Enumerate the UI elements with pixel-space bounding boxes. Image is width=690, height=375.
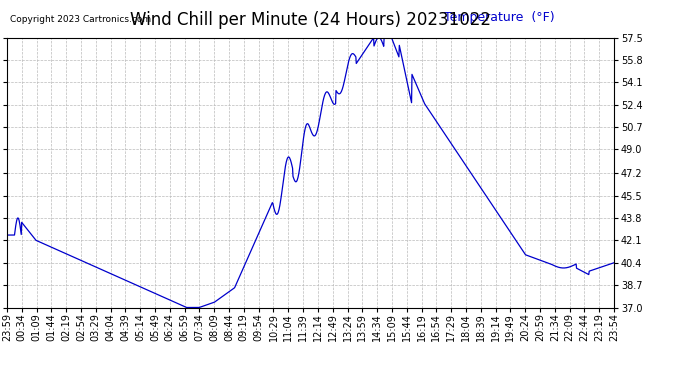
Text: Copyright 2023 Cartronics.com: Copyright 2023 Cartronics.com <box>10 15 151 24</box>
Text: Wind Chill per Minute (24 Hours) 20231022: Wind Chill per Minute (24 Hours) 2023102… <box>130 11 491 29</box>
Text: Temperature  (°F): Temperature (°F) <box>444 11 555 24</box>
